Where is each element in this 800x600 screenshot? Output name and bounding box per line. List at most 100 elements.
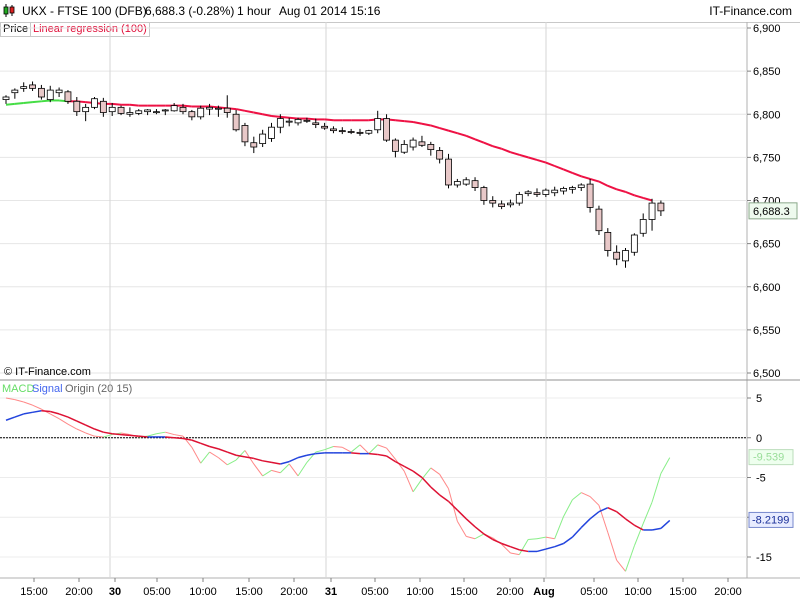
candle — [391, 138, 399, 158]
price-series-toggle[interactable]: Price — [0, 22, 32, 37]
macd-segment — [430, 467, 440, 475]
timeframe-label[interactable]: 1 hour — [237, 4, 272, 18]
signal-toggle[interactable]: Signal — [32, 383, 63, 395]
candle — [630, 233, 638, 256]
candle-body — [542, 189, 550, 195]
signal-segment — [625, 518, 635, 526]
candle — [524, 190, 532, 197]
candle-body — [294, 119, 302, 124]
candle — [595, 205, 603, 235]
candle — [285, 117, 293, 127]
macd-segment — [545, 536, 555, 540]
macd-segment — [625, 545, 635, 572]
candle — [471, 177, 479, 192]
macd-segment — [94, 435, 104, 438]
candle — [144, 109, 152, 116]
price-tick-label: 6,850 — [753, 66, 781, 78]
candle — [542, 188, 550, 198]
signal-segment — [510, 545, 520, 551]
candle — [161, 109, 169, 116]
regression-segment — [244, 109, 254, 114]
candle — [250, 136, 258, 154]
candle-body — [498, 203, 506, 207]
macd-segment — [589, 496, 600, 506]
regression-segment — [262, 113, 272, 117]
price-axis: 6,9006,8506,8006,7506,7006,6506,6006,550… — [747, 23, 781, 380]
candle — [533, 188, 541, 198]
candle — [91, 97, 98, 110]
macd-toggle[interactable]: MACD — [2, 383, 35, 395]
signal-segment — [483, 533, 494, 541]
regression-segment — [209, 105, 219, 109]
signal-segment — [262, 460, 272, 464]
signal-segment — [315, 452, 325, 455]
candle — [560, 186, 567, 195]
candle-body — [622, 250, 629, 262]
time-tick-label: 20:00 — [280, 586, 308, 598]
regression-segment — [129, 103, 139, 107]
macd-segment — [262, 469, 272, 477]
osc-tick-label: 0 — [756, 433, 762, 445]
candle — [480, 185, 488, 205]
time-tick-label: 15:00 — [450, 586, 478, 598]
candle — [515, 191, 523, 206]
signal-segment — [377, 453, 387, 457]
regression-segment — [412, 121, 423, 125]
signal-segment — [403, 465, 414, 472]
macd-tag-text: -9.539 — [753, 452, 784, 464]
osc-tick-label: 5 — [756, 393, 762, 405]
candle-body — [648, 202, 656, 220]
candle — [418, 135, 426, 148]
candle-body — [82, 106, 90, 113]
macd-segment — [120, 432, 130, 436]
linear-regression-toggle[interactable]: Linear regression (100) — [30, 22, 150, 37]
regression-segment — [235, 108, 246, 112]
candle-body — [161, 109, 169, 112]
macd-segment — [14, 399, 24, 403]
signal-segment — [182, 437, 192, 441]
regression-segment — [625, 190, 635, 197]
signal-segment — [439, 494, 449, 502]
signal-segment — [103, 431, 113, 435]
candle-body — [489, 200, 497, 204]
price-tick-label: 6,650 — [753, 239, 781, 251]
regression-segment — [607, 184, 618, 191]
time-tick-label: 10:00 — [624, 586, 652, 598]
macd-segment — [536, 536, 546, 540]
regression-segment — [5, 102, 15, 106]
candle-body — [639, 219, 647, 234]
candle — [241, 122, 249, 147]
macd-segment — [76, 428, 86, 434]
candle-body — [586, 183, 594, 208]
regression-segment — [306, 117, 316, 121]
regression-segment — [527, 156, 538, 161]
macd-segment — [147, 433, 157, 437]
time-tick-label: 30 — [109, 586, 121, 598]
value-tags: 6,688.3 -9.539 -8.2199 — [748, 202, 798, 528]
signal-segment — [421, 476, 432, 488]
candle — [462, 177, 470, 186]
signal-segment — [50, 410, 60, 415]
regression-segment — [598, 180, 609, 187]
candle-body — [144, 109, 152, 113]
regression-segment — [589, 177, 600, 183]
price-tick-label: 6,550 — [753, 325, 781, 337]
signal-segment — [165, 436, 175, 439]
candle — [453, 178, 461, 188]
brand-label[interactable]: IT-Finance.com — [709, 4, 792, 18]
candle — [38, 84, 45, 100]
regression-segment — [492, 145, 502, 150]
candle-body — [533, 192, 541, 195]
regression-segment — [510, 151, 520, 156]
regression-segment — [474, 138, 485, 144]
macd-segment — [315, 449, 325, 453]
oscillator-axis: 50-5-10-15 — [0, 393, 772, 564]
candle-body — [595, 208, 603, 232]
origin-label: Origin (20 15) — [65, 383, 133, 395]
candle — [400, 140, 408, 154]
macd-segment — [501, 543, 511, 554]
signal-segment — [351, 452, 361, 455]
candle-body — [569, 187, 576, 190]
candle — [427, 141, 435, 156]
